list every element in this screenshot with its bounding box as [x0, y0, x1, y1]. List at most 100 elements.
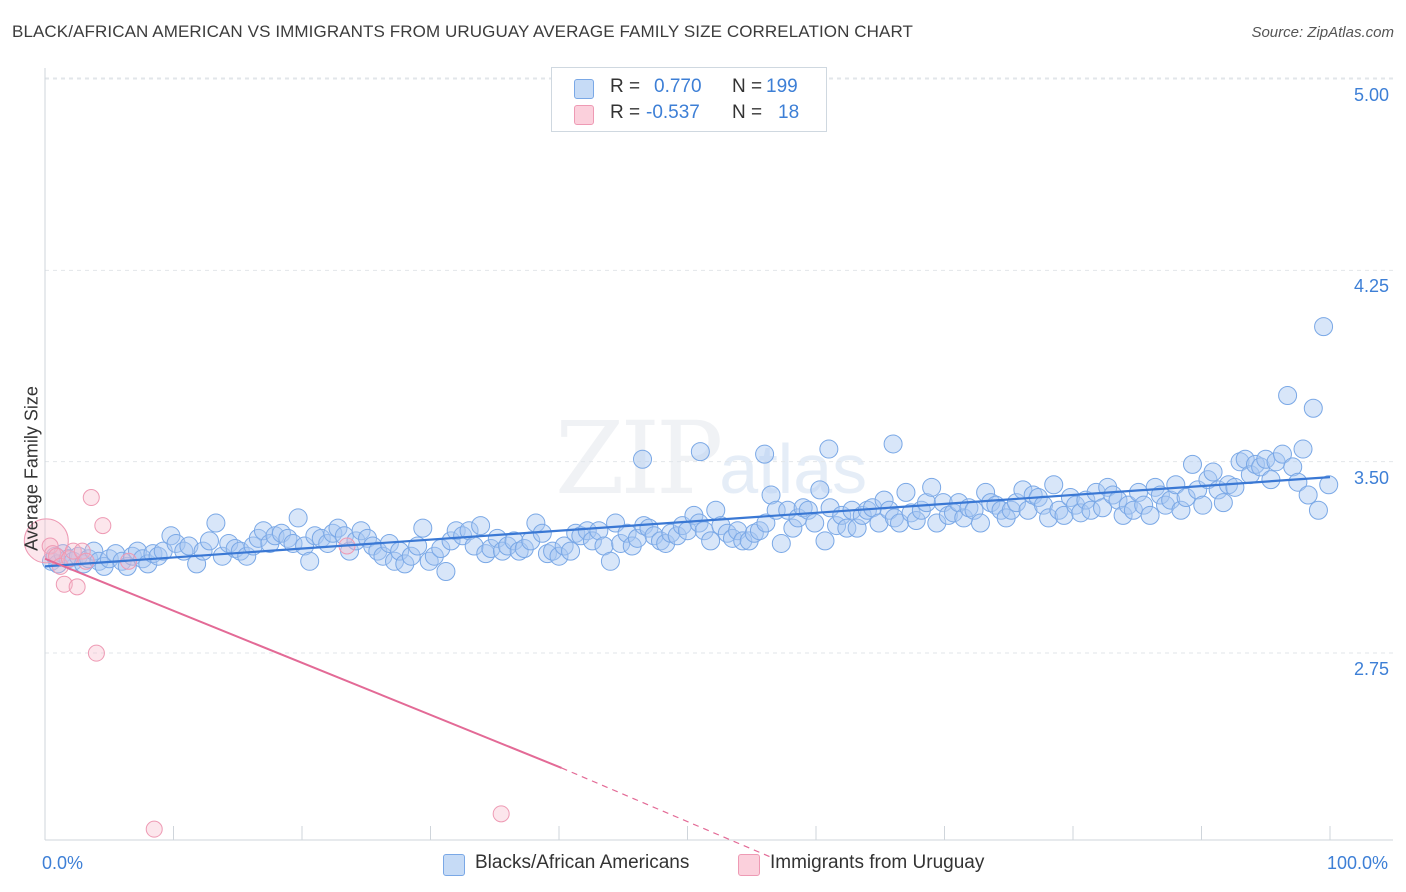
point-blacks	[819, 439, 839, 459]
point-uruguay	[145, 820, 163, 838]
point-blacks	[514, 539, 534, 559]
x-tick-label-max: 100.0%	[1327, 853, 1389, 873]
point-blacks	[733, 531, 753, 551]
point-blacks	[230, 541, 250, 561]
point-blacks	[1213, 493, 1233, 513]
point-uruguay	[55, 575, 73, 593]
point-blacks	[883, 434, 903, 454]
series-uruguay-points	[23, 489, 510, 838]
point-blacks	[323, 523, 343, 543]
point-blacks	[582, 531, 602, 551]
point-blacks	[1293, 439, 1313, 459]
trendline-blacks	[44, 476, 1331, 568]
point-blacks	[1298, 485, 1318, 505]
point-blacks	[755, 444, 775, 464]
point-blacks	[561, 541, 581, 561]
point-blacks	[896, 482, 916, 502]
axes	[44, 68, 1393, 841]
point-blacks	[1166, 475, 1186, 495]
legend-r-value: 0.770	[654, 76, 702, 97]
legend-swatch-blue	[574, 79, 594, 99]
point-blacks	[148, 546, 168, 566]
point-blacks	[419, 551, 439, 571]
point-blacks	[756, 513, 776, 533]
point-blacks	[701, 531, 721, 551]
point-uruguay	[68, 578, 86, 596]
y-tick-label: 3.50	[1354, 467, 1390, 488]
point-blacks	[554, 536, 574, 556]
point-blacks	[771, 533, 791, 553]
point-blacks	[1235, 449, 1255, 469]
point-blacks	[1023, 485, 1043, 505]
legend-r-label: R =	[610, 76, 641, 97]
legend-n-label: N =	[732, 102, 763, 123]
legend-r-value: -0.537	[646, 102, 700, 123]
point-blacks	[1118, 495, 1138, 515]
point-blacks	[199, 531, 219, 551]
point-uruguay	[87, 644, 105, 662]
point-blacks	[600, 551, 620, 571]
point-blacks	[1081, 500, 1101, 520]
point-blacks	[1018, 500, 1038, 520]
y-axis-title: Average Family Size	[21, 386, 42, 551]
point-blacks	[906, 510, 926, 530]
point-blacks	[927, 513, 947, 533]
bottom-legend-swatch-blue	[443, 854, 465, 876]
point-blacks	[481, 539, 501, 559]
point-blacks	[300, 551, 320, 571]
point-blacks	[589, 521, 609, 541]
point-blacks	[1113, 505, 1133, 525]
point-blacks	[1203, 462, 1223, 482]
point-blacks	[179, 536, 199, 556]
point-blacks	[1161, 490, 1181, 510]
point-blacks	[537, 544, 557, 564]
point-blacks	[869, 513, 889, 533]
bottom-legend-label: Blacks/African Americans	[475, 852, 690, 873]
y-tick-label: 5.00	[1354, 85, 1390, 105]
point-blacks	[617, 523, 637, 543]
y-tick-label: 2.75	[1354, 659, 1390, 679]
point-blacks	[1093, 498, 1113, 518]
point-blacks	[351, 521, 371, 541]
point-blacks	[1272, 444, 1292, 464]
point-blacks	[1303, 398, 1323, 418]
point-blacks	[690, 442, 710, 462]
point-blacks	[1278, 385, 1298, 405]
point-blacks	[1308, 500, 1328, 520]
point-blacks	[749, 521, 769, 541]
y-tick-label: 4.25	[1354, 276, 1390, 297]
chart-title: BLACK/AFRICAN AMERICAN VS IMMIGRANTS FRO…	[12, 22, 914, 41]
point-blacks	[577, 521, 597, 541]
point-uruguay	[94, 517, 112, 535]
watermark-atlas: atlas	[719, 430, 868, 508]
point-blacks	[837, 518, 857, 538]
point-blacks	[1183, 454, 1203, 474]
point-blacks	[498, 536, 518, 556]
point-blacks	[401, 546, 421, 566]
point-blacks	[917, 493, 937, 513]
legend-swatch-pink	[574, 105, 594, 125]
point-blacks	[761, 485, 781, 505]
point-blacks	[295, 536, 315, 556]
trendlines	[44, 476, 1331, 858]
point-blacks	[395, 554, 415, 574]
point-blacks	[413, 518, 433, 538]
point-blacks	[1288, 472, 1308, 492]
point-blacks	[549, 546, 569, 566]
point-blacks	[1171, 500, 1191, 520]
point-blacks	[571, 526, 591, 546]
series-blacks-points	[41, 317, 1339, 582]
point-blacks	[1230, 452, 1250, 472]
legend-n-value: 18	[778, 102, 800, 123]
point-blacks	[476, 544, 496, 564]
point-blacks	[1193, 495, 1213, 515]
point-blacks	[504, 531, 524, 551]
point-blacks	[667, 526, 687, 546]
point-blacks	[1156, 495, 1176, 515]
source-label: Source: ZipAtlas.com	[1251, 24, 1394, 41]
point-blacks	[471, 516, 491, 536]
point-blacks	[922, 477, 942, 497]
trendline-uruguay-extension	[561, 767, 772, 858]
correlation-legend: R = 0.770 N = 199 R = -0.537 N = 18	[551, 67, 827, 132]
x-tick-label-min: 0.0%	[42, 853, 84, 873]
